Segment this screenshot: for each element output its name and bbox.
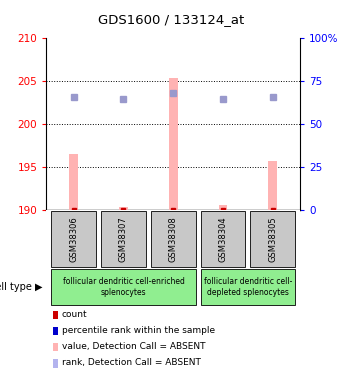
Text: GDS1600 / 133124_at: GDS1600 / 133124_at <box>98 13 245 26</box>
Bar <box>268 161 277 210</box>
Bar <box>201 211 245 267</box>
Text: rank, Detection Call = ABSENT: rank, Detection Call = ABSENT <box>62 358 201 368</box>
Bar <box>101 211 146 267</box>
Text: percentile rank within the sample: percentile rank within the sample <box>62 326 215 335</box>
Text: value, Detection Call = ABSENT: value, Detection Call = ABSENT <box>62 342 205 351</box>
Text: count: count <box>62 310 87 319</box>
Bar <box>119 207 128 210</box>
Bar <box>151 211 196 267</box>
Text: GSM38306: GSM38306 <box>69 216 78 262</box>
Bar <box>51 269 196 305</box>
Bar <box>51 211 96 267</box>
Bar <box>169 78 178 210</box>
Bar <box>250 211 295 267</box>
Bar <box>201 269 295 305</box>
Text: GSM38304: GSM38304 <box>218 216 227 262</box>
Bar <box>69 154 78 210</box>
Text: GSM38308: GSM38308 <box>169 216 178 262</box>
Text: GSM38305: GSM38305 <box>268 216 277 262</box>
Text: cell type ▶: cell type ▶ <box>0 282 43 292</box>
Text: follicular dendritic cell-
depleted splenocytes: follicular dendritic cell- depleted sple… <box>204 277 292 297</box>
Text: follicular dendritic cell-enriched
splenocytes: follicular dendritic cell-enriched splen… <box>62 277 185 297</box>
Text: GSM38307: GSM38307 <box>119 216 128 262</box>
Bar <box>218 205 227 210</box>
